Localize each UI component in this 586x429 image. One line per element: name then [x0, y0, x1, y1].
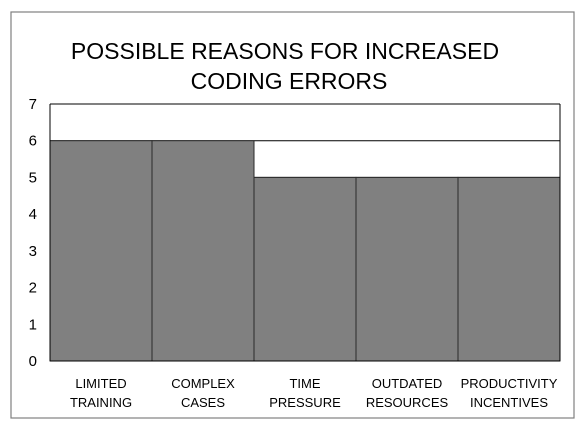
- category-label-2-line-0: TIME: [289, 376, 320, 391]
- bar-0: [49, 140, 153, 362]
- plot-area: [49, 103, 561, 362]
- y-tick-label-4: 4: [29, 206, 37, 223]
- category-label-2-line-1: PRESSURE: [269, 395, 341, 410]
- y-tick-label-1: 1: [29, 316, 37, 333]
- y-tick-label-0: 0: [29, 353, 37, 370]
- y-tick-label-3: 3: [29, 243, 37, 260]
- category-label-0-line-0: LIMITED: [75, 376, 126, 391]
- chart-title-line-1: POSSIBLE REASONS FOR INCREASED: [71, 38, 499, 64]
- y-tick-label-6: 6: [29, 133, 37, 150]
- category-label-0-line-1: TRAINING: [70, 395, 132, 410]
- chart-title-line-2: CODING ERRORS: [191, 68, 388, 94]
- x-axis-labels: LIMITED TRAINING COMPLEX CASES TIME PRESSURE O…: [70, 376, 558, 410]
- y-tick-label-5: 5: [29, 169, 37, 186]
- bar-4: [457, 176, 561, 362]
- category-label-3-line-0: OUTDATED: [372, 376, 443, 391]
- y-axis-ticks: 0 1 2 3 4 5 6 7: [29, 96, 37, 370]
- bar-3: [355, 176, 459, 362]
- y-tick-label-7: 7: [29, 96, 37, 113]
- category-label-3-line-1: RESOURCES: [366, 395, 449, 410]
- bar-2: [253, 176, 357, 362]
- y-tick-label-2: 2: [29, 280, 37, 297]
- category-label-1-line-1: CASES: [181, 395, 225, 410]
- category-label-4-line-0: PRODUCTIVITY: [461, 376, 558, 391]
- category-label-1-line-0: COMPLEX: [171, 376, 235, 391]
- bar-1: [151, 140, 255, 362]
- category-label-4-line-1: INCENTIVES: [470, 395, 548, 410]
